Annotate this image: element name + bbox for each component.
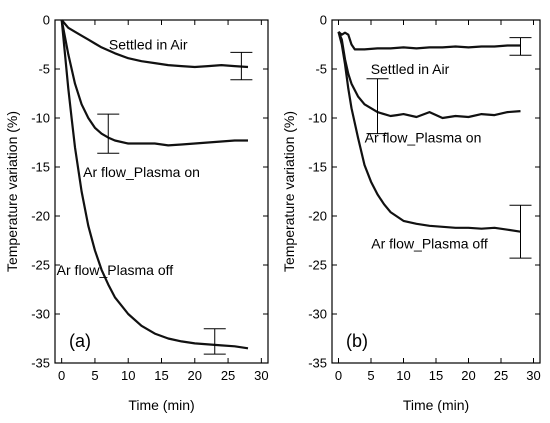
x-tick-label: 5: [367, 368, 374, 383]
y-tick-label: -30: [31, 307, 50, 322]
y-tick-label: -30: [308, 307, 327, 322]
series-line: [337, 30, 521, 51]
y-tick-label: 0: [320, 13, 327, 28]
series-line: [337, 31, 521, 233]
series-annotation: Ar flow_Plasma on: [365, 130, 482, 146]
y-axis-title: Temperature variation (%): [4, 111, 20, 272]
series-line: [60, 19, 249, 350]
x-axis-title: Time (min): [403, 397, 469, 413]
series-annotation: Ar flow_Plasma off: [57, 262, 174, 278]
y-tick-label: -35: [308, 356, 327, 371]
x-tick-label: 20: [188, 368, 202, 383]
series-annotation: Ar flow_Plasma off: [371, 235, 488, 251]
panel-a: 0 5 10 15 20 25 30 0 -5 -10 -15 -20 -25 -30 -35 Time (m…: [4, 13, 269, 413]
y-tick-label: -15: [308, 160, 327, 175]
x-tick-label: 0: [335, 368, 342, 383]
series-line: [60, 19, 249, 69]
y-axis-title: Temperature variation (%): [281, 111, 297, 272]
plot-frame: [54, 19, 269, 364]
x-tick-label: 15: [154, 368, 168, 383]
x-tick-label: 30: [254, 368, 268, 383]
x-tick-label: 30: [526, 368, 540, 383]
y-tick-label: -35: [31, 356, 50, 371]
x-tick-label: 15: [429, 368, 443, 383]
panel-label: (a): [69, 331, 91, 351]
y-tick-label: -25: [308, 258, 327, 273]
x-tick-label: 5: [91, 368, 98, 383]
y-tick-label: 0: [43, 13, 50, 28]
x-tick-label: 10: [121, 368, 135, 383]
x-tick-label: 25: [494, 368, 508, 383]
y-tick-label: -10: [308, 111, 327, 126]
x-tick-label: 10: [396, 368, 410, 383]
series-line: [60, 19, 248, 147]
x-tick-label: 20: [461, 368, 475, 383]
y-tick-label: -5: [38, 62, 50, 77]
x-tick-label: 25: [221, 368, 235, 383]
series-annotation: Ar flow_Plasma on: [83, 164, 200, 180]
x-axis-title: Time (min): [128, 397, 194, 413]
y-tick-label: -20: [31, 209, 50, 224]
panel-label: (b): [346, 331, 368, 351]
y-tick-label: -20: [308, 209, 327, 224]
x-tick-label: 0: [58, 368, 65, 383]
series-annotation: Settled in Air: [109, 37, 188, 53]
panel-b: 0 5 10 15 20 25 30 0 -5 -10 -15 -20 -25 -30 -35 Time (m…: [281, 13, 541, 414]
y-tick-label: -15: [31, 160, 50, 175]
y-tick-label: -5: [315, 62, 327, 77]
y-tick-label: -25: [31, 258, 50, 273]
series-line: [337, 31, 521, 120]
series-annotation: Settled in Air: [371, 61, 450, 77]
y-tick-label: -10: [31, 111, 50, 126]
